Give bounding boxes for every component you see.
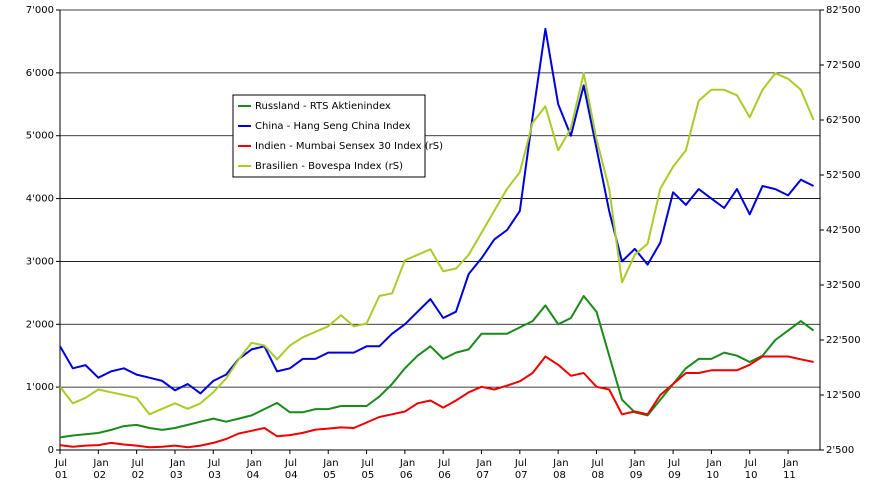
- y-tick-label: 1'000: [26, 382, 54, 393]
- series-line: [59, 72, 815, 416]
- legend-box: [232, 94, 426, 178]
- x-tick-label: Jul 07: [514, 458, 528, 481]
- legend-label: Russland - RTS Aktienindex: [255, 101, 391, 112]
- y2-tick-label: 62'500: [826, 115, 861, 126]
- y-tick-label: 0: [48, 445, 54, 456]
- y-tick-label: 5'000: [26, 131, 54, 142]
- x-tick-label: Jan 09: [629, 458, 646, 481]
- x-tick-label: Jul 03: [208, 458, 221, 481]
- x-tick-label: Jan 03: [169, 458, 186, 481]
- x-tick-label: Jan 10: [706, 458, 722, 481]
- y2-tick-label: 22'500: [826, 335, 861, 346]
- series-line: [59, 295, 815, 439]
- y2-tick-label: 72'500: [826, 60, 861, 71]
- x-tick-label: Jan 04: [246, 458, 263, 481]
- y-tick-label: 7'000: [26, 5, 54, 16]
- y-tick-label: 3'000: [26, 256, 54, 267]
- y2-tick-label: 2'500: [826, 445, 854, 456]
- y-tick-label: 4'000: [26, 194, 54, 205]
- y2-tick-label: 42'500: [826, 225, 861, 236]
- x-tick-label: Jan 05: [323, 458, 339, 481]
- x-tick-label: Jan 08: [553, 458, 569, 481]
- y2-tick-label: 32'500: [826, 280, 861, 291]
- x-tick-label: Jul 01: [55, 458, 68, 481]
- x-tick-label: Jul 09: [668, 458, 681, 481]
- legend-label: China - Hang Seng China Index: [255, 121, 411, 132]
- x-tick-label: Jul 10: [744, 458, 758, 481]
- x-tick-label: Jul 04: [284, 458, 298, 481]
- legend-label: Indien - Mumbai Sensex 30 Index (rS): [255, 141, 443, 152]
- x-tick-label: Jan 07: [476, 458, 492, 481]
- x-tick-label: Jan 11: [783, 458, 799, 481]
- legend-label: Brasilien - Bovespa Index (rS): [255, 161, 403, 172]
- x-tick-label: Jan 06: [399, 458, 416, 481]
- y-tick-label: 6'000: [26, 68, 54, 79]
- series-line: [59, 27, 815, 395]
- x-tick-label: Jul 06: [438, 458, 451, 481]
- series-line: [59, 355, 814, 449]
- x-tick-label: Jul 08: [591, 458, 605, 481]
- x-tick-label: Jul 02: [131, 458, 145, 481]
- y2-tick-label: 12'500: [826, 390, 861, 401]
- x-tick-label: Jan 02: [93, 458, 109, 481]
- y2-tick-label: 52'500: [826, 170, 861, 181]
- x-tick-label: Jul 05: [361, 458, 375, 481]
- y2-tick-label: 82'500: [826, 5, 861, 16]
- y-tick-label: 2'000: [26, 319, 54, 330]
